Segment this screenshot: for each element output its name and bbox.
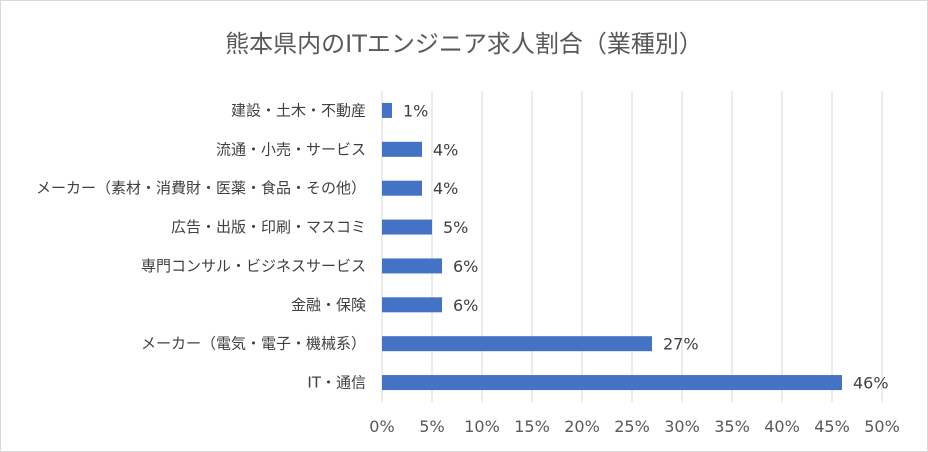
data-label: 27% xyxy=(663,335,699,354)
x-tick-label: 30% xyxy=(664,417,700,436)
bar xyxy=(382,375,842,391)
chart-title: 熊本県内のITエンジニア求人割合（業種別） xyxy=(225,30,703,58)
bar xyxy=(382,297,442,313)
x-tick-label: 40% xyxy=(764,417,800,436)
bar xyxy=(382,219,432,235)
x-tick-label: 15% xyxy=(514,417,550,436)
bar xyxy=(382,141,422,157)
x-tick-label: 35% xyxy=(714,417,750,436)
category-label: 広告・出版・印刷・マスコミ xyxy=(171,218,366,236)
data-label: 6% xyxy=(453,257,478,276)
category-label: 専門コンサル・ビジネスサービス xyxy=(141,257,366,275)
data-label: 46% xyxy=(853,374,889,393)
bar xyxy=(382,102,392,118)
x-tick-label: 0% xyxy=(369,417,394,436)
bar xyxy=(382,180,422,196)
category-label: 建設・土木・不動産 xyxy=(231,101,366,119)
data-label: 6% xyxy=(453,296,478,315)
data-label: 4% xyxy=(433,179,458,198)
x-tick-label: 50% xyxy=(864,417,900,436)
x-tick-label: 20% xyxy=(564,417,600,436)
x-tick-label: 25% xyxy=(614,417,650,436)
bar xyxy=(382,336,652,352)
bar xyxy=(382,258,442,274)
data-label: 1% xyxy=(403,101,428,120)
data-label: 5% xyxy=(443,218,468,237)
category-label: IT・通信 xyxy=(307,374,366,392)
category-label: 金融・保険 xyxy=(291,296,366,314)
category-label: 流通・小売・サービス xyxy=(216,140,366,158)
x-tick-label: 45% xyxy=(814,417,850,436)
category-label: メーカー（素材・消費財・医薬・食品・その他） xyxy=(36,179,366,197)
data-label: 4% xyxy=(433,140,458,159)
category-label: メーカー（電気・電子・機械系） xyxy=(141,335,366,353)
x-tick-label: 10% xyxy=(464,417,500,436)
x-tick-label: 5% xyxy=(419,417,444,436)
